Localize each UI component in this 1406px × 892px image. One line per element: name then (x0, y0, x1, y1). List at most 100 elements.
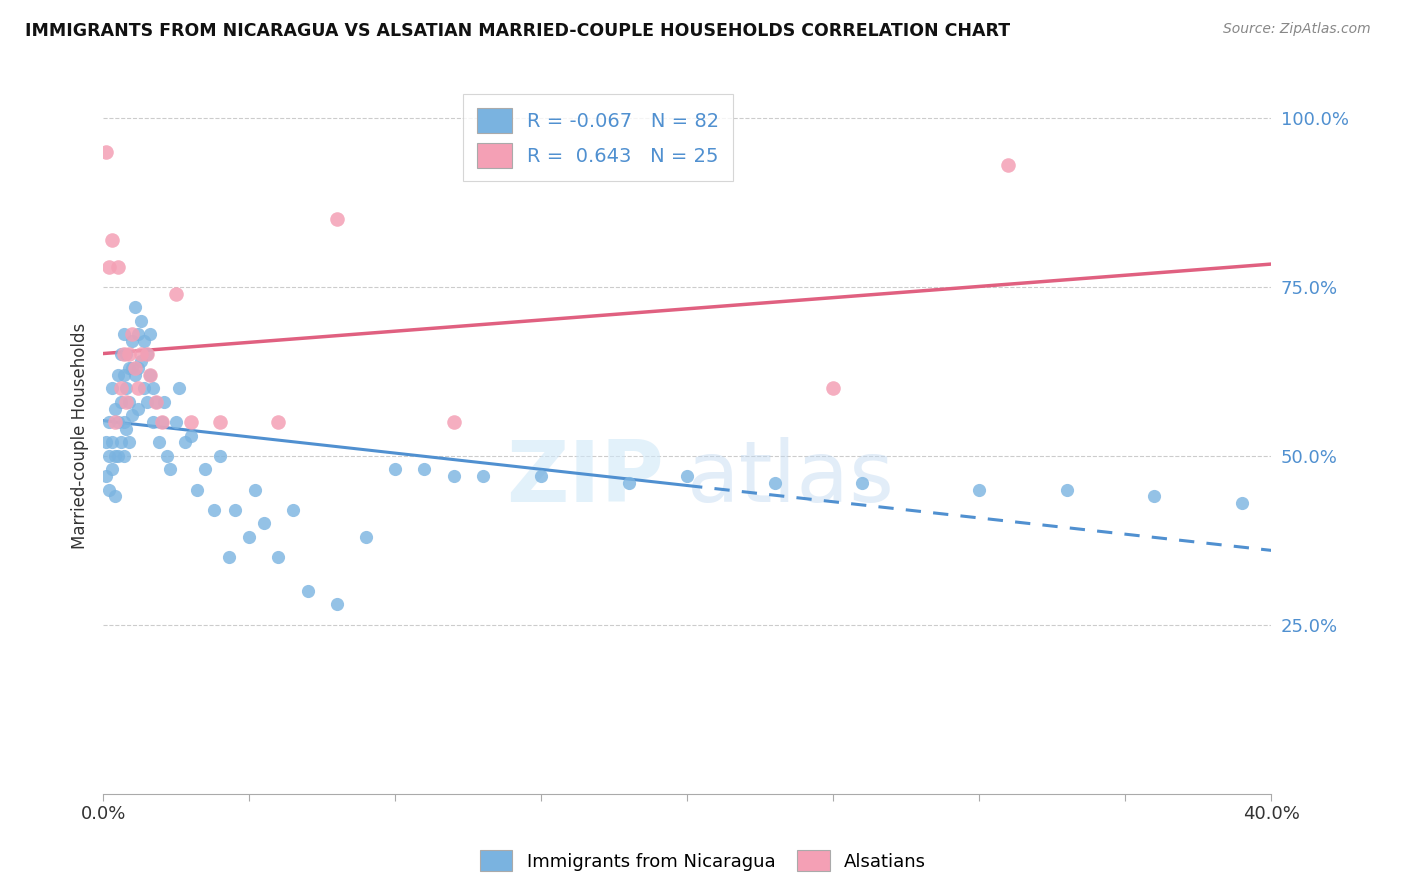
Point (763, 475, 786, 490)
Point (107, 449, 129, 463)
Point (443, 415, 465, 429)
Point (1230, 496, 1253, 510)
Point (118, 394, 141, 409)
Point (617, 475, 640, 490)
Point (443, 469, 465, 483)
Point (384, 462, 406, 476)
Point (281, 503, 304, 517)
Point (129, 314, 152, 328)
Text: ZIP: ZIP (506, 437, 664, 520)
Point (267, 415, 290, 429)
Point (98, 260, 121, 274)
Point (110, 381, 132, 395)
Point (127, 381, 149, 395)
Point (101, 233, 124, 247)
Point (224, 503, 246, 517)
Point (115, 394, 138, 409)
Point (1056, 483, 1078, 497)
Point (471, 469, 494, 483)
Point (101, 462, 124, 476)
Point (118, 361, 141, 376)
Point (94, 469, 117, 483)
Point (208, 449, 231, 463)
Point (129, 347, 152, 361)
Point (110, 435, 132, 450)
Point (104, 401, 127, 416)
Point (238, 530, 260, 544)
Point (112, 327, 135, 342)
Y-axis label: Married-couple Households: Married-couple Households (72, 322, 89, 549)
Point (142, 415, 165, 429)
Point (142, 381, 165, 395)
Point (413, 462, 436, 476)
Point (98, 449, 121, 463)
Point (124, 361, 146, 376)
Point (153, 394, 176, 409)
Point (129, 354, 152, 368)
Point (194, 462, 217, 476)
Point (253, 516, 276, 531)
Point (121, 334, 143, 348)
Point (145, 394, 167, 409)
Text: IMMIGRANTS FROM NICARAGUA VS ALSATIAN MARRIED-COUPLE HOUSEHOLDS CORRELATION CHAR: IMMIGRANTS FROM NICARAGUA VS ALSATIAN MA… (25, 22, 1011, 40)
Point (127, 361, 149, 376)
Point (967, 483, 990, 497)
Point (115, 381, 138, 395)
Point (150, 415, 173, 429)
Point (202, 503, 225, 517)
Point (112, 368, 135, 382)
Point (121, 409, 143, 423)
Point (98, 483, 121, 497)
Point (136, 347, 159, 361)
Point (136, 394, 159, 409)
Point (145, 394, 167, 409)
Point (104, 415, 127, 429)
Point (118, 347, 141, 361)
Text: atlas: atlas (688, 437, 896, 520)
Point (110, 394, 132, 409)
Point (1143, 489, 1166, 503)
Point (101, 435, 124, 450)
Point (101, 381, 124, 395)
Point (297, 584, 319, 599)
Point (530, 469, 553, 483)
Legend: Immigrants from Nicaragua, Alsatians: Immigrants from Nicaragua, Alsatians (472, 843, 934, 879)
Point (115, 422, 138, 436)
Point (104, 449, 127, 463)
Point (165, 286, 187, 301)
Point (107, 415, 129, 429)
Point (173, 435, 195, 450)
Point (107, 260, 129, 274)
Point (121, 327, 143, 342)
Point (148, 435, 170, 450)
Point (139, 368, 162, 382)
Point (159, 462, 181, 476)
Point (136, 347, 159, 361)
Text: Source: ZipAtlas.com: Source: ZipAtlas.com (1223, 22, 1371, 37)
Point (267, 550, 290, 565)
Point (139, 327, 162, 342)
Point (243, 483, 266, 497)
Point (823, 381, 845, 395)
Point (997, 158, 1019, 172)
Legend: R = -0.067   N = 82, R =  0.643   N = 25: R = -0.067 N = 82, R = 0.643 N = 25 (463, 95, 733, 181)
Point (127, 327, 149, 342)
Point (94, 435, 117, 450)
Point (167, 381, 190, 395)
Point (851, 475, 873, 490)
Point (107, 368, 129, 382)
Point (180, 415, 202, 429)
Point (112, 347, 135, 361)
Point (156, 449, 179, 463)
Point (165, 415, 187, 429)
Point (325, 212, 347, 227)
Point (124, 368, 146, 382)
Point (150, 415, 173, 429)
Point (186, 483, 208, 497)
Point (208, 415, 231, 429)
Point (354, 530, 377, 544)
Point (110, 347, 132, 361)
Point (121, 361, 143, 376)
Point (124, 300, 146, 314)
Point (94, 145, 117, 159)
